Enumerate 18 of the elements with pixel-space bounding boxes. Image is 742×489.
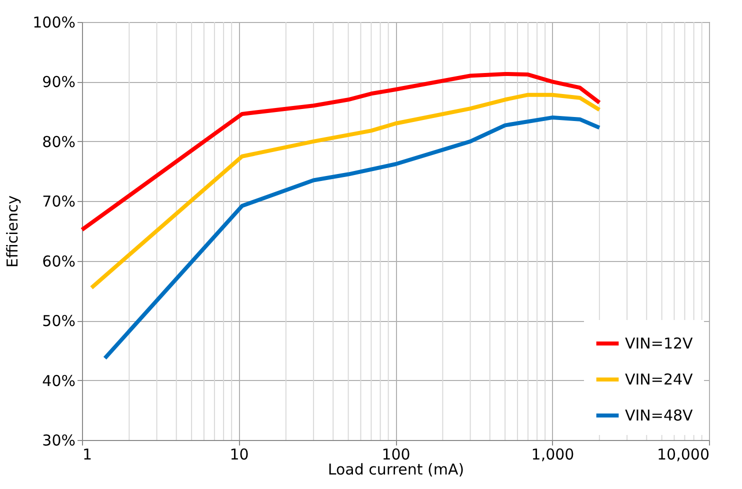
- legend-label: VIN=12V: [625, 334, 694, 352]
- y-tick-label: 50%: [42, 312, 76, 330]
- x-tick-label: 100: [382, 446, 410, 464]
- x-tick-label: 1,000: [531, 446, 574, 464]
- x-tick-label: 1: [82, 446, 92, 464]
- y-tick-label: 60%: [42, 252, 76, 270]
- y-axis-title: Efficiency: [4, 195, 22, 268]
- y-tick-label: 30%: [42, 432, 76, 450]
- y-tick-label: 70%: [42, 192, 76, 211]
- x-axis-title: Load current (mA): [328, 460, 464, 478]
- y-tick-label: 40%: [42, 372, 76, 390]
- y-tick-label: 100%: [32, 14, 76, 32]
- y-tick-label: 80%: [42, 132, 76, 151]
- x-tick-label: 10: [230, 446, 249, 464]
- y-tick-label: 90%: [42, 73, 76, 92]
- x-tick-label: 10,000: [657, 446, 710, 464]
- legend-label: VIN=24V: [625, 370, 694, 388]
- legend-label: VIN=48V: [625, 406, 694, 424]
